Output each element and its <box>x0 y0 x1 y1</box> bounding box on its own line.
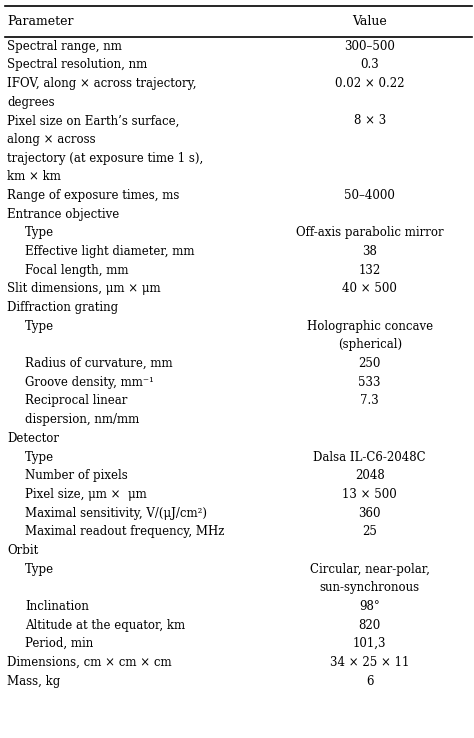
Text: Type: Type <box>25 320 54 333</box>
Text: Circular, near-polar,: Circular, near-polar, <box>310 562 429 576</box>
Text: Spectral resolution, nm: Spectral resolution, nm <box>7 58 147 72</box>
Text: Type: Type <box>25 562 54 576</box>
Text: (spherical): (spherical) <box>337 339 402 351</box>
Text: Off-axis parabolic mirror: Off-axis parabolic mirror <box>296 227 444 239</box>
Text: 25: 25 <box>362 525 377 538</box>
Text: 6: 6 <box>366 675 374 688</box>
Text: Reciprocal linear: Reciprocal linear <box>25 395 128 407</box>
Text: Focal length, mm: Focal length, mm <box>25 263 128 277</box>
Text: 820: 820 <box>359 618 381 632</box>
Text: Spectral range, nm: Spectral range, nm <box>7 40 122 52</box>
Text: degrees: degrees <box>7 96 55 108</box>
Text: 533: 533 <box>358 376 381 389</box>
Text: Pixel size on Earth’s surface,: Pixel size on Earth’s surface, <box>7 114 180 128</box>
Text: Diffraction grating: Diffraction grating <box>7 301 118 314</box>
Text: 2048: 2048 <box>355 469 384 482</box>
Text: 8 × 3: 8 × 3 <box>354 114 386 128</box>
Text: 13 × 500: 13 × 500 <box>342 488 397 501</box>
Text: 50–4000: 50–4000 <box>344 189 395 202</box>
Text: Range of exposure times, ms: Range of exposure times, ms <box>7 189 180 202</box>
Text: 40 × 500: 40 × 500 <box>342 283 397 295</box>
Text: dispersion, nm/mm: dispersion, nm/mm <box>25 413 139 426</box>
Text: trajectory (at exposure time 1 s),: trajectory (at exposure time 1 s), <box>7 152 203 165</box>
Text: km × km: km × km <box>7 170 61 184</box>
Text: 300–500: 300–500 <box>344 40 395 52</box>
Text: 38: 38 <box>362 245 377 258</box>
Text: Groove density, mm⁻¹: Groove density, mm⁻¹ <box>25 376 154 389</box>
Text: Period, min: Period, min <box>25 637 93 650</box>
Text: 0.02 × 0.22: 0.02 × 0.22 <box>335 77 404 90</box>
Text: 360: 360 <box>358 506 381 520</box>
Text: 7.3: 7.3 <box>360 395 379 407</box>
Text: 132: 132 <box>359 263 381 277</box>
Text: Detector: Detector <box>7 432 59 445</box>
Text: Type: Type <box>25 450 54 463</box>
Text: Number of pixels: Number of pixels <box>25 469 128 482</box>
Text: Value: Value <box>352 15 387 28</box>
Text: Radius of curvature, mm: Radius of curvature, mm <box>25 357 173 370</box>
Text: Entrance objective: Entrance objective <box>7 208 119 221</box>
Text: Inclination: Inclination <box>25 600 89 613</box>
Text: 101,3: 101,3 <box>353 637 386 650</box>
Text: Mass, kg: Mass, kg <box>7 675 60 688</box>
Text: Maximal sensitivity, V/(μJ/cm²): Maximal sensitivity, V/(μJ/cm²) <box>25 506 207 520</box>
Text: 34 × 25 × 11: 34 × 25 × 11 <box>330 656 410 669</box>
Text: Orbit: Orbit <box>7 544 38 557</box>
Text: Effective light diameter, mm: Effective light diameter, mm <box>25 245 195 258</box>
Text: IFOV, along × across trajectory,: IFOV, along × across trajectory, <box>7 77 197 90</box>
Text: Slit dimensions, μm × μm: Slit dimensions, μm × μm <box>7 283 161 295</box>
Text: Maximal readout frequency, MHz: Maximal readout frequency, MHz <box>25 525 225 538</box>
Text: Type: Type <box>25 227 54 239</box>
Text: sun-synchronous: sun-synchronous <box>319 582 420 594</box>
Text: Holographic concave: Holographic concave <box>307 320 433 333</box>
Text: Dalsa IL-C6-2048C: Dalsa IL-C6-2048C <box>313 450 426 463</box>
Text: 250: 250 <box>358 357 381 370</box>
Text: Dimensions, cm × cm × cm: Dimensions, cm × cm × cm <box>7 656 172 669</box>
Text: Altitude at the equator, km: Altitude at the equator, km <box>25 618 185 632</box>
Text: 98°: 98° <box>359 600 380 613</box>
Text: 0.3: 0.3 <box>360 58 379 72</box>
Text: Parameter: Parameter <box>7 15 73 28</box>
Text: along × across: along × across <box>7 133 96 146</box>
Text: Pixel size, μm ×  μm: Pixel size, μm × μm <box>25 488 147 501</box>
